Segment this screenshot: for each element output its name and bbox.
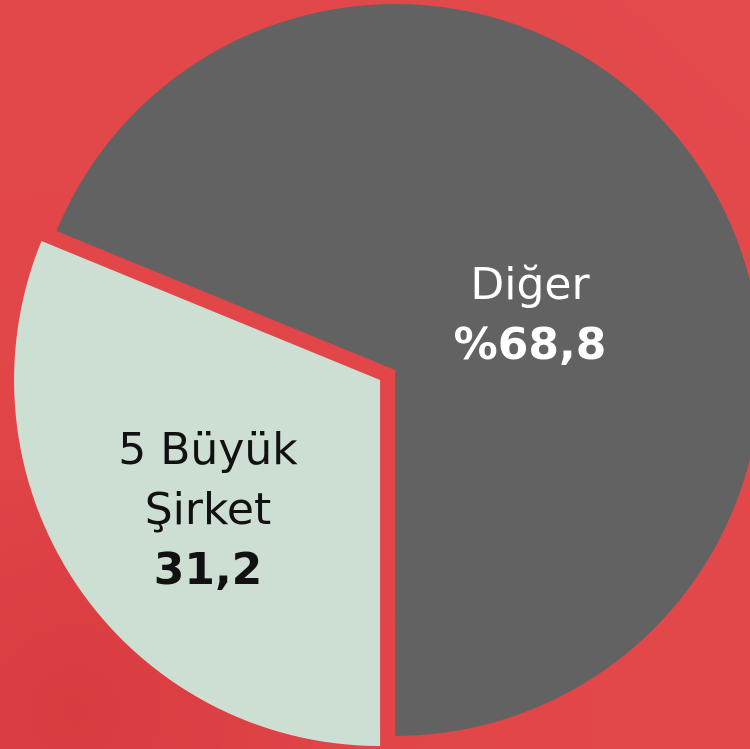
pie-slice — [56, 4, 750, 736]
slice-name: 5 Büyük Şirket — [118, 424, 298, 535]
slice-name: Diğer — [470, 259, 590, 310]
pie-slice — [14, 241, 381, 747]
slice-value: %68,8 — [453, 319, 607, 370]
slice-label: Diğer %68,8 — [410, 255, 650, 375]
slice-label: 5 Büyük Şirket 31,2 — [88, 420, 328, 600]
slice-value: 31,2 — [153, 544, 263, 595]
